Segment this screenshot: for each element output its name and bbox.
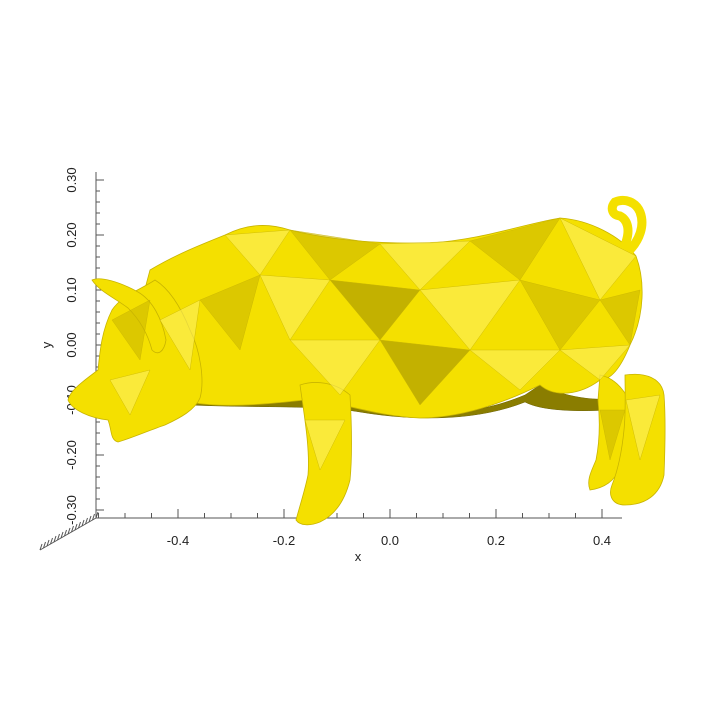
z-minor-tick [71, 525, 74, 533]
pig-ear [91, 278, 167, 354]
x-tick-label: -0.4 [167, 533, 189, 548]
y-tick-label: 0.30 [64, 167, 79, 192]
z-axis-ticks [39, 511, 99, 551]
x-axis-ticks: -0.4 -0.2 0.0 0.2 0.4 [98, 509, 611, 548]
mesh-facet [379, 339, 471, 406]
mesh-facet [224, 229, 291, 276]
y-tick-label: 0.20 [64, 222, 79, 247]
mesh-facet [259, 274, 331, 341]
mesh-facet [419, 279, 521, 351]
y-tick-label: -0.20 [64, 440, 79, 470]
mesh-facet [469, 349, 561, 391]
mesh-facet [559, 217, 637, 301]
pig-mesh-model [67, 195, 666, 526]
z-minor-tick [78, 521, 81, 529]
z-minor-tick [60, 531, 64, 539]
mesh-facet [379, 240, 471, 291]
x-tick-label: -0.2 [273, 533, 295, 548]
y-tick-label: -0.30 [64, 495, 79, 525]
z-minor-tick [64, 529, 67, 537]
z-minor-tick [46, 539, 50, 547]
z-minor-tick [50, 537, 53, 545]
mesh-facet [469, 217, 561, 281]
z-minor-tick [43, 541, 46, 549]
mesh-facet [519, 279, 601, 351]
mesh-facet [304, 419, 346, 471]
mesh-facet [109, 369, 151, 416]
pig-tail [607, 195, 647, 262]
pig-mesh-facets [109, 217, 661, 471]
z-minor-tick [81, 519, 85, 527]
mesh-facet [111, 299, 151, 361]
mesh-facet [329, 279, 421, 341]
z-minor-tick [95, 511, 99, 519]
y-axis-ticks: -0.30-0.20-0.100.000.100.200.30 [64, 167, 104, 525]
x-tick-label: 0.0 [381, 533, 399, 548]
z-minor-tick [74, 523, 78, 531]
y-axis-title: y [39, 341, 54, 348]
mesh-facet [199, 274, 261, 351]
z-minor-tick [53, 535, 57, 543]
mesh-facet [599, 409, 626, 461]
mesh-facet [625, 394, 661, 461]
x-axis-title: x [355, 549, 362, 564]
mesh-facet [559, 344, 631, 381]
z-minor-tick [57, 533, 60, 541]
mesh-facet [289, 229, 381, 281]
z-minor-tick [39, 543, 43, 551]
mesh-facet [599, 289, 641, 346]
x-tick-label: 0.4 [593, 533, 611, 548]
mesh-facet [289, 339, 381, 396]
z-minor-tick [88, 515, 92, 523]
x-tick-label: 0.2 [487, 533, 505, 548]
z-minor-tick [67, 527, 71, 535]
z-minor-tick [85, 517, 88, 525]
z-minor-tick [92, 513, 95, 521]
mesh-facet [159, 299, 201, 371]
y-tick-label: 0.00 [64, 332, 79, 357]
y-tick-label: 0.10 [64, 277, 79, 302]
